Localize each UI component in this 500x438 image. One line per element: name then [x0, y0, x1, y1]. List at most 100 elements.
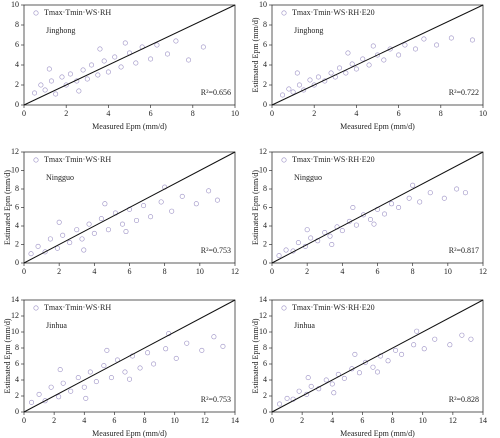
y-tick-label: 4 [15, 221, 19, 230]
x-tick-label: 12 [479, 267, 487, 276]
point [469, 37, 475, 43]
legend-marker [33, 305, 39, 311]
point [193, 201, 199, 207]
y-tick-label: 2 [263, 239, 267, 248]
point [277, 401, 283, 407]
x-tick-label: 2 [312, 109, 316, 118]
point [410, 182, 416, 188]
y-tick-label: 8 [15, 184, 19, 193]
point [459, 332, 465, 338]
x-tick-label: 10 [196, 267, 204, 276]
point [48, 78, 54, 84]
x-tick-label: 0 [22, 267, 26, 276]
y-axis-title: Estimated Epm (mm/d) [251, 318, 260, 393]
y-tick-label: 4 [263, 375, 267, 384]
y-tick-label: 14 [11, 295, 19, 304]
point [290, 89, 296, 95]
point [406, 195, 412, 201]
point [294, 70, 300, 76]
site-label: Ningguo [294, 173, 322, 182]
point [356, 370, 362, 376]
point [122, 40, 128, 46]
y-tick-label: 0 [15, 100, 19, 109]
point [38, 82, 44, 88]
x-tick-label: 2 [64, 109, 68, 118]
identity-line [271, 4, 484, 106]
point [296, 82, 302, 88]
y-tick-label: 6 [263, 40, 267, 49]
point [57, 367, 63, 373]
y-tick-label: 4 [15, 60, 19, 69]
point [101, 58, 107, 64]
point [169, 208, 175, 214]
x-tick-label: 10 [231, 109, 239, 118]
point [28, 251, 34, 257]
point [148, 56, 154, 62]
legend-label: Tmax·Tmin·WS·RH [44, 303, 111, 312]
point [67, 240, 73, 246]
y-tick-label: 0 [263, 407, 267, 416]
point [29, 399, 35, 405]
point [389, 201, 395, 207]
panel: 0 2 4 6 8 10 12 14 0 2 4 6 8 10 12 14 Tmax·Tmin·WS·RH·E2… [251, 295, 487, 438]
point [54, 245, 60, 251]
point [42, 398, 48, 404]
point [101, 363, 107, 369]
x-axis-title: Measured Epm (mm/d) [340, 122, 415, 131]
point [53, 91, 59, 97]
x-tick-label: 0 [270, 109, 274, 118]
point [32, 90, 38, 96]
point [421, 346, 427, 352]
point [79, 236, 85, 242]
y-tick-label: 6 [15, 202, 19, 211]
y-tick-label: 8 [263, 184, 267, 193]
x-tick-label: 2 [52, 416, 56, 425]
point [396, 205, 402, 211]
y-tick-label: 8 [263, 20, 267, 29]
point [211, 334, 217, 340]
y-tick-label: 2 [263, 80, 267, 89]
legend-marker [33, 10, 39, 16]
r2-label: R²=0.753 [201, 246, 231, 255]
point [417, 199, 423, 205]
point [36, 391, 42, 397]
point [105, 69, 111, 75]
legend-marker [281, 157, 287, 163]
legend-label: Tmax·Tmin·WS·RH [44, 155, 111, 164]
point [454, 186, 460, 192]
x-tick-label: 4 [92, 267, 96, 276]
identity-line [23, 299, 236, 413]
site-label: Jinhua [294, 321, 315, 330]
point [286, 86, 292, 92]
point [118, 64, 124, 70]
y-tick-label: 10 [11, 165, 19, 174]
point [280, 92, 286, 98]
x-tick-label: 0 [22, 416, 26, 425]
point [295, 240, 301, 246]
point [329, 381, 335, 387]
y-tick-label: 12 [11, 311, 19, 320]
point [353, 66, 359, 72]
point [164, 51, 170, 57]
x-tick-label: 4 [340, 267, 344, 276]
y-tick-label: 8 [15, 20, 19, 29]
point [374, 369, 380, 375]
point [331, 390, 337, 396]
point [42, 249, 48, 255]
point [412, 46, 418, 52]
point [134, 217, 140, 223]
point [56, 219, 62, 225]
point [308, 383, 314, 389]
y-tick-label: 14 [259, 295, 267, 304]
point [385, 358, 391, 364]
x-tick-label: 8 [163, 267, 167, 276]
x-tick-label: 4 [330, 416, 334, 425]
point [341, 375, 347, 381]
y-tick-label: 8 [15, 343, 19, 352]
point [148, 214, 154, 220]
point [322, 229, 328, 235]
point [296, 388, 302, 394]
point [91, 230, 97, 236]
point [434, 42, 440, 48]
